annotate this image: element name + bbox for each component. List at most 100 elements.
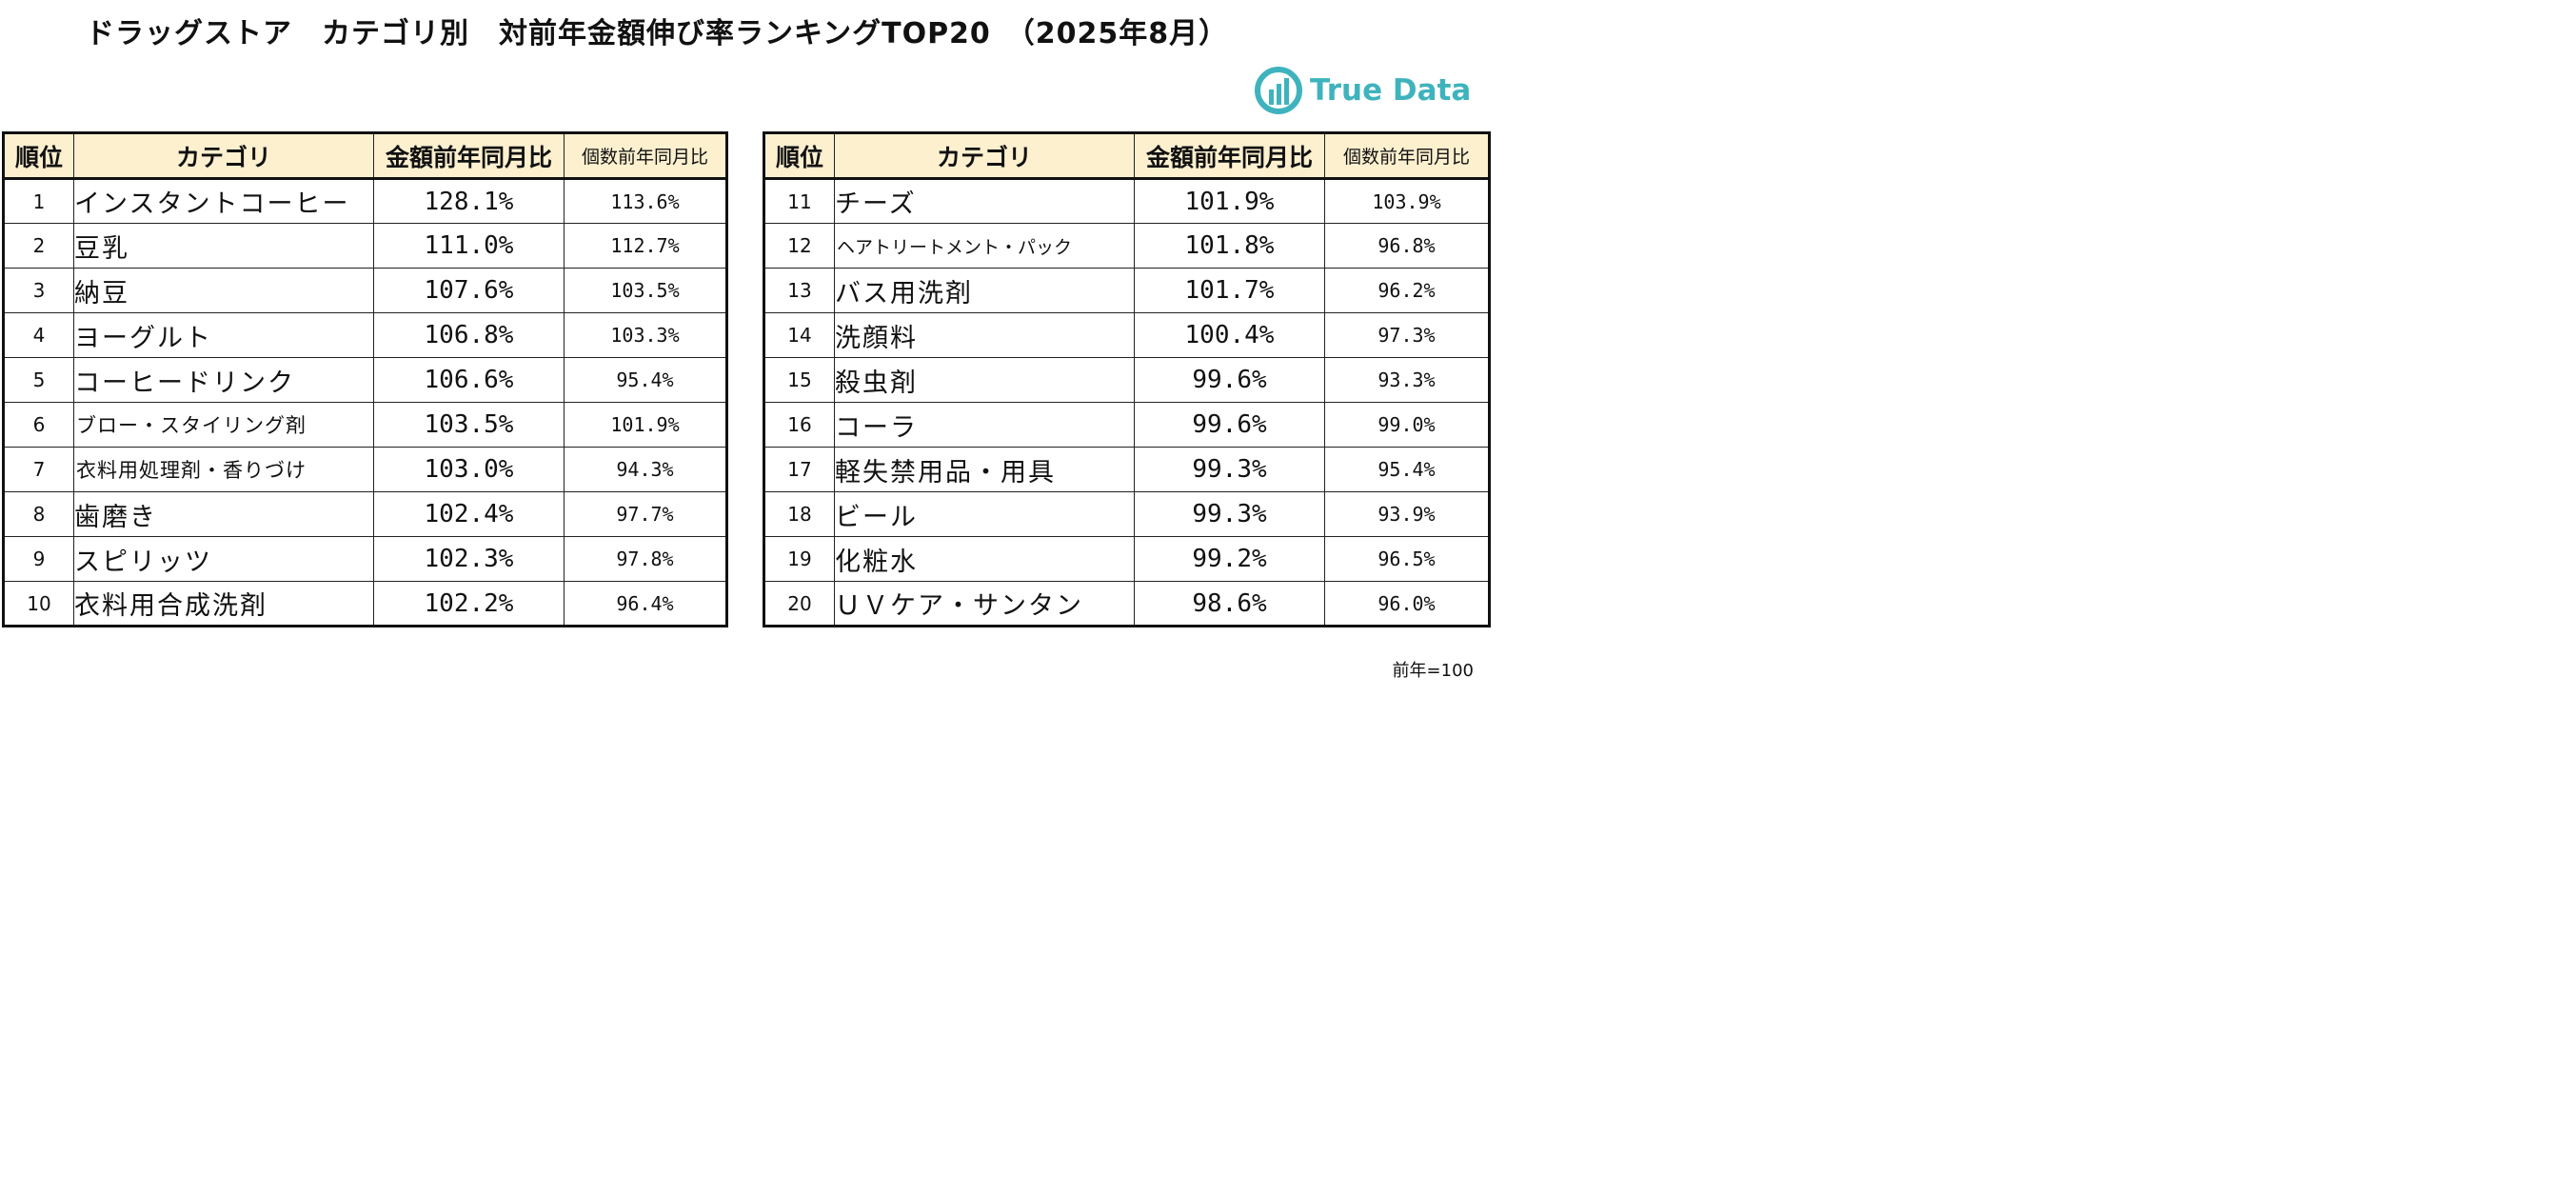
units-cell: 96.8% bbox=[1324, 223, 1490, 269]
page-title: ドラッグストア カテゴリ別 対前年金額伸び率ランキングTOP20 （2025年8… bbox=[86, 17, 1229, 50]
truedata-logo: True Data bbox=[1253, 65, 1471, 116]
amount-cell: 102.2% bbox=[373, 581, 565, 627]
amount-cell: 100.4% bbox=[1134, 312, 1325, 358]
category-cell: ビール bbox=[834, 491, 1135, 537]
header-rank: 順位 bbox=[763, 132, 835, 180]
header-category: カテゴリ bbox=[834, 132, 1135, 180]
rank-cell: 7 bbox=[3, 447, 74, 492]
table-row: 11 チーズ 101.9% 103.9% bbox=[763, 178, 1490, 224]
category-cell: ヘアトリートメント・パック bbox=[834, 223, 1135, 269]
category-cell: 豆乳 bbox=[73, 223, 374, 269]
base-note: 前年=100 bbox=[1392, 661, 1474, 681]
amount-cell: 101.9% bbox=[1134, 178, 1325, 224]
rank-cell: 18 bbox=[763, 491, 835, 537]
table-row: 13 バス用洗剤 101.7% 96.2% bbox=[763, 268, 1490, 313]
units-cell: 113.6% bbox=[564, 178, 727, 224]
amount-cell: 106.8% bbox=[373, 312, 565, 358]
units-cell: 96.5% bbox=[1324, 536, 1490, 582]
rank-cell: 1 bbox=[3, 178, 74, 224]
amount-cell: 99.2% bbox=[1134, 536, 1325, 582]
units-cell: 93.9% bbox=[1324, 491, 1490, 537]
category-cell: 衣料用合成洗剤 bbox=[73, 581, 374, 627]
amount-cell: 101.8% bbox=[1134, 223, 1325, 269]
amount-cell: 103.5% bbox=[373, 402, 565, 448]
units-cell: 95.4% bbox=[1324, 447, 1490, 492]
units-cell: 97.3% bbox=[1324, 312, 1490, 358]
truedata-logo-icon bbox=[1255, 67, 1302, 114]
table-row: 10 衣料用合成洗剤 102.2% 96.4% bbox=[3, 581, 727, 627]
rank-cell: 12 bbox=[763, 223, 835, 269]
rank-cell: 11 bbox=[763, 178, 835, 224]
table-row: 15 殺虫剤 99.6% 93.3% bbox=[763, 357, 1490, 403]
rank-cell: 17 bbox=[763, 447, 835, 492]
header-category: カテゴリ bbox=[73, 132, 374, 180]
rank-cell: 6 bbox=[3, 402, 74, 448]
units-cell: 103.3% bbox=[564, 312, 727, 358]
amount-cell: 99.3% bbox=[1134, 491, 1325, 537]
rank-cell: 9 bbox=[3, 536, 74, 582]
category-cell: 衣料用処理剤・香りづけ bbox=[73, 447, 374, 492]
amount-cell: 102.3% bbox=[373, 536, 565, 582]
ranking-table-right: 順位 カテゴリ 金額前年同月比 個数前年同月比 11 チーズ 101.9% 103.9… bbox=[763, 131, 1491, 627]
category-cell: コーヒードリンク bbox=[73, 357, 374, 403]
rank-cell: 3 bbox=[3, 268, 74, 313]
table-row: 9 スピリッツ 102.3% 97.8% bbox=[3, 536, 727, 582]
table-row: 12 ヘアトリートメント・パック 101.8% 96.8% bbox=[763, 223, 1490, 269]
units-cell: 95.4% bbox=[564, 357, 727, 403]
rank-cell: 16 bbox=[763, 402, 835, 448]
table-row: 16 コーラ 99.6% 99.0% bbox=[763, 402, 1490, 448]
category-cell: 歯磨き bbox=[73, 491, 374, 537]
table-header-row: 順位 カテゴリ 金額前年同月比 個数前年同月比 bbox=[3, 132, 727, 180]
ranking-table-left: 順位 カテゴリ 金額前年同月比 個数前年同月比 1 インスタントコーヒー 128.1… bbox=[2, 131, 728, 627]
category-cell: 殺虫剤 bbox=[834, 357, 1135, 403]
table-row: 5 コーヒードリンク 106.6% 95.4% bbox=[3, 357, 727, 403]
category-cell: 洗顔料 bbox=[834, 312, 1135, 358]
category-cell: ブロー・スタイリング剤 bbox=[73, 402, 374, 448]
units-cell: 103.9% bbox=[1324, 178, 1490, 224]
category-cell: ヨーグルト bbox=[73, 312, 374, 358]
table-row: 19 化粧水 99.2% 96.5% bbox=[763, 536, 1490, 582]
amount-cell: 99.3% bbox=[1134, 447, 1325, 492]
units-cell: 96.2% bbox=[1324, 268, 1490, 313]
header-amount-yoy: 金額前年同月比 bbox=[373, 132, 565, 180]
amount-cell: 128.1% bbox=[373, 178, 565, 224]
rank-cell: 19 bbox=[763, 536, 835, 582]
units-cell: 99.0% bbox=[1324, 402, 1490, 448]
units-cell: 101.9% bbox=[564, 402, 727, 448]
units-cell: 96.0% bbox=[1324, 581, 1490, 627]
units-cell: 103.5% bbox=[564, 268, 727, 313]
logo-text: True Data bbox=[1310, 73, 1472, 108]
amount-cell: 102.4% bbox=[373, 491, 565, 537]
table-row: 17 軽失禁用品・用具 99.3% 95.4% bbox=[763, 447, 1490, 492]
rank-cell: 2 bbox=[3, 223, 74, 269]
table-row: 3 納豆 107.6% 103.5% bbox=[3, 268, 727, 313]
category-cell: チーズ bbox=[834, 178, 1135, 224]
table-row: 2 豆乳 111.0% 112.7% bbox=[3, 223, 727, 269]
rank-cell: 10 bbox=[3, 581, 74, 627]
units-cell: 112.7% bbox=[564, 223, 727, 269]
table-row: 6 ブロー・スタイリング剤 103.5% 101.9% bbox=[3, 402, 727, 448]
rank-cell: 13 bbox=[763, 268, 835, 313]
rank-cell: 4 bbox=[3, 312, 74, 358]
header-units-yoy: 個数前年同月比 bbox=[564, 132, 727, 180]
amount-cell: 101.7% bbox=[1134, 268, 1325, 313]
amount-cell: 99.6% bbox=[1134, 357, 1325, 403]
table-row: 1 インスタントコーヒー 128.1% 113.6% bbox=[3, 178, 727, 224]
category-cell: 納豆 bbox=[73, 268, 374, 313]
units-cell: 94.3% bbox=[564, 447, 727, 492]
amount-cell: 103.0% bbox=[373, 447, 565, 492]
rank-cell: 14 bbox=[763, 312, 835, 358]
rank-cell: 15 bbox=[763, 357, 835, 403]
units-cell: 93.3% bbox=[1324, 357, 1490, 403]
amount-cell: 107.6% bbox=[373, 268, 565, 313]
table-row: 20 ＵＶケア・サンタン 98.6% 96.0% bbox=[763, 581, 1490, 627]
category-cell: コーラ bbox=[834, 402, 1135, 448]
units-cell: 97.8% bbox=[564, 536, 727, 582]
category-cell: スピリッツ bbox=[73, 536, 374, 582]
header-rank: 順位 bbox=[3, 132, 74, 180]
amount-cell: 111.0% bbox=[373, 223, 565, 269]
units-cell: 96.4% bbox=[564, 581, 727, 627]
amount-cell: 99.6% bbox=[1134, 402, 1325, 448]
category-cell: バス用洗剤 bbox=[834, 268, 1135, 313]
table-row: 8 歯磨き 102.4% 97.7% bbox=[3, 491, 727, 537]
